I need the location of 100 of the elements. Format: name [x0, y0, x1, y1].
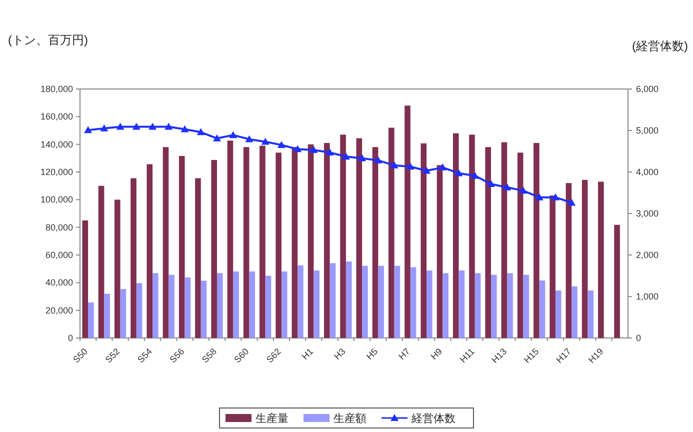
bar: [227, 140, 234, 338]
bar: [217, 273, 223, 338]
y2-tick-label: 4,000: [636, 167, 659, 177]
bar: [388, 128, 394, 338]
point: [294, 145, 302, 152]
point: [245, 135, 254, 142]
bar: [572, 286, 578, 338]
bar: [162, 147, 169, 338]
point: [310, 146, 318, 154]
bar: [130, 178, 136, 338]
bar: [458, 270, 465, 338]
point: [261, 138, 270, 145]
y-tick-label: 120,000: [40, 167, 73, 177]
bar: [452, 133, 459, 338]
bar: [378, 266, 384, 338]
bar: [178, 156, 185, 338]
bar: [314, 270, 320, 338]
x-tick-label: H11: [458, 346, 476, 365]
point: [406, 162, 414, 170]
x-tick-label: S62: [264, 346, 283, 365]
y-tick-label: 60,000: [45, 250, 73, 260]
point: [470, 172, 479, 179]
bar: [501, 142, 508, 338]
x-tick-label: H7: [396, 346, 412, 362]
bar: [146, 164, 153, 338]
bar: [98, 186, 104, 338]
legend-label: 経営体数: [410, 412, 456, 425]
bar: [276, 152, 282, 338]
x-tick-label: S58: [200, 346, 218, 365]
y-axis-title: (トン、百万円): [8, 33, 88, 47]
point: [100, 124, 108, 132]
bar: [243, 147, 250, 338]
bar: [523, 274, 530, 338]
bar: [168, 274, 174, 338]
bar: [362, 266, 368, 338]
bar: [469, 134, 475, 338]
x-tick-label: H17: [554, 346, 573, 366]
bar: [82, 220, 88, 338]
bar: [420, 143, 427, 338]
y2-tick-label: 3,000: [636, 208, 659, 218]
bar: [104, 294, 110, 338]
bar: [566, 183, 572, 338]
bar: [588, 290, 594, 338]
bar: [260, 146, 266, 338]
bar: [249, 271, 256, 338]
point: [519, 186, 528, 194]
point: [551, 193, 560, 200]
bar: [298, 265, 304, 338]
bar: [88, 302, 94, 338]
point: [84, 126, 92, 134]
bar: [233, 271, 239, 338]
x-tick-label: S52: [103, 346, 122, 365]
bar: [534, 142, 540, 338]
point: [132, 122, 140, 130]
bar: [265, 276, 272, 338]
bar: [372, 147, 378, 338]
point: [326, 148, 334, 156]
y2-axis-title: (経営体数): [632, 39, 688, 53]
point: [164, 122, 173, 130]
legend-label: 生産額: [334, 412, 366, 425]
point: [438, 163, 447, 170]
point: [148, 122, 157, 130]
point: [213, 134, 221, 142]
bar: [340, 134, 346, 338]
bar: [598, 182, 604, 338]
y-tick-label: 140,000: [40, 139, 73, 150]
y2-tick-label: 2,000: [636, 250, 659, 260]
bar: [292, 147, 298, 338]
bar: [582, 180, 588, 338]
y-tick-label: 160,000: [40, 112, 73, 122]
bar: [517, 152, 524, 338]
x-tick-label: S50: [71, 346, 90, 365]
point: [358, 154, 366, 162]
point: [503, 183, 512, 190]
bar: [211, 160, 217, 338]
bar: [426, 270, 432, 338]
point: [390, 161, 398, 168]
bar: [346, 262, 352, 338]
point: [454, 169, 463, 176]
y-tick-label: 180,000: [40, 84, 73, 94]
x-tick-label: H9: [428, 346, 444, 362]
bar: [404, 106, 410, 338]
bar: [330, 263, 336, 338]
bar: [136, 283, 142, 338]
y2-tick-label: 1,000: [636, 292, 659, 302]
point: [277, 141, 286, 148]
bar: [184, 277, 191, 338]
bar: [555, 290, 562, 338]
bar: [507, 273, 513, 338]
bar: [195, 178, 201, 338]
y-tick-label: 0: [68, 333, 73, 343]
bar: [539, 280, 546, 338]
x-tick-label: S54: [136, 346, 154, 365]
point: [422, 166, 431, 174]
x-tick-label: S56: [168, 346, 186, 365]
x-tick-label: H3: [332, 346, 348, 362]
bar: [356, 138, 362, 338]
y2-tick-label: 6,000: [636, 84, 659, 94]
y-tick-label: 20,000: [45, 305, 73, 316]
y-tick-label: 80,000: [45, 222, 73, 232]
